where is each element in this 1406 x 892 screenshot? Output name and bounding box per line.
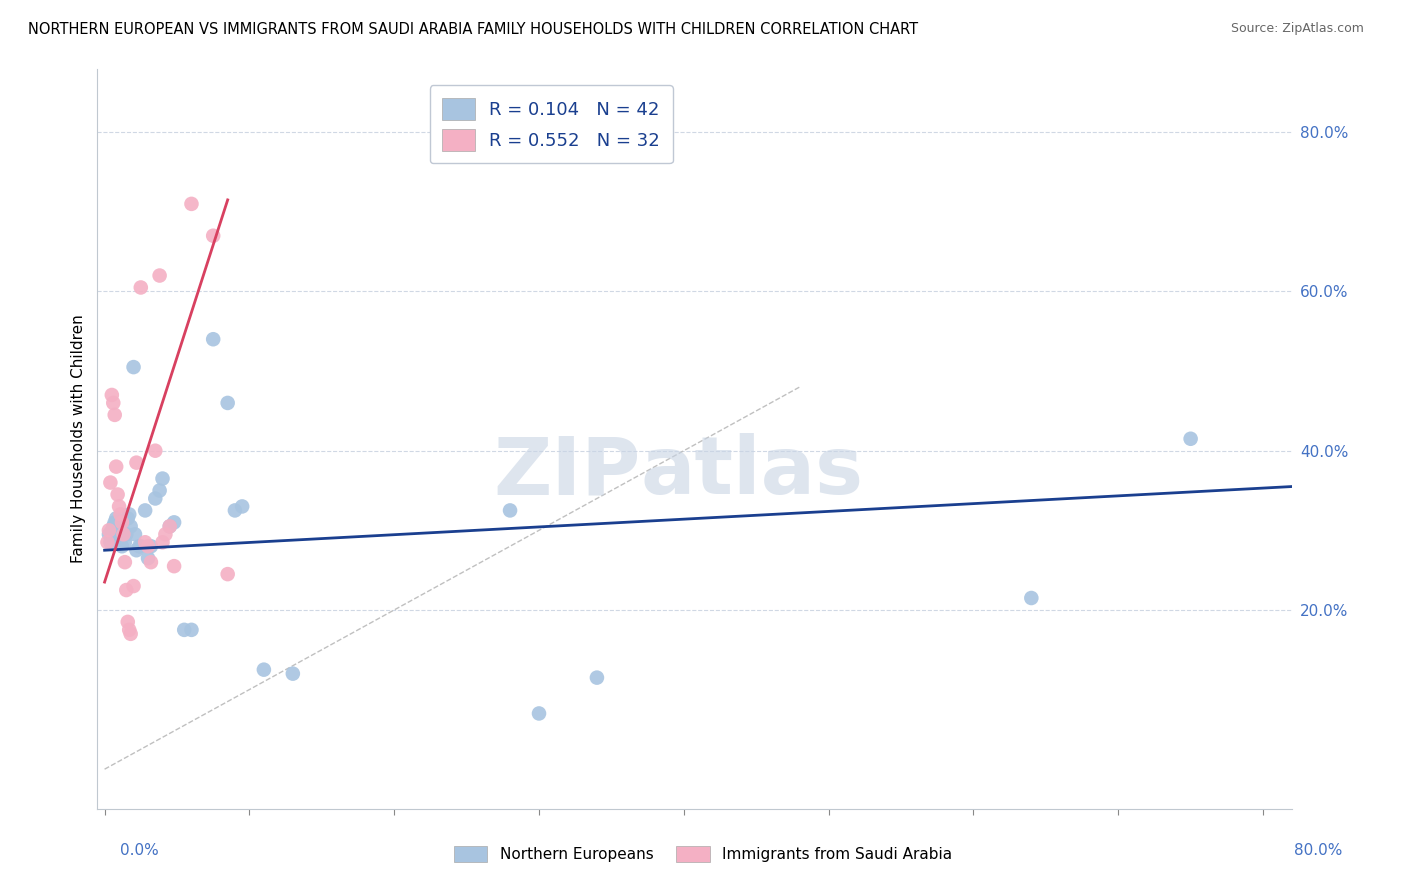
Point [152, 535, 174, 549]
Point [100, 535, 122, 549]
Point [159, 519, 181, 533]
Y-axis label: Family Households with Children: Family Households with Children [72, 314, 86, 563]
Point [118, 508, 141, 522]
Point [202, 332, 225, 346]
Point [149, 268, 172, 283]
Point [114, 535, 136, 549]
Point [97, 527, 120, 541]
Point [124, 527, 146, 541]
Point [586, 671, 609, 685]
Point [152, 472, 174, 486]
Point [107, 487, 129, 501]
Point [149, 483, 172, 498]
Text: ZIP: ZIP [494, 434, 641, 511]
Point [120, 519, 142, 533]
Point [108, 500, 131, 514]
Text: NORTHERN EUROPEAN VS IMMIGRANTS FROM SAUDI ARABIA FAMILY HOUSEHOLDS WITH CHILDRE: NORTHERN EUROPEAN VS IMMIGRANTS FROM SAU… [28, 22, 918, 37]
Legend: Northern Europeans, Immigrants from Saudi Arabia: Northern Europeans, Immigrants from Saud… [447, 840, 959, 868]
Point [103, 519, 125, 533]
Point [112, 527, 135, 541]
Point [97, 524, 120, 538]
Point [117, 511, 139, 525]
Point [163, 516, 186, 530]
Point [111, 539, 134, 553]
Point [143, 443, 166, 458]
Point [217, 396, 239, 410]
Point [253, 663, 276, 677]
Point [104, 516, 127, 530]
Point [122, 360, 145, 375]
Point [143, 491, 166, 506]
Point [231, 500, 253, 514]
Point [128, 539, 150, 553]
Point [136, 551, 159, 566]
Point [105, 511, 128, 525]
Point [173, 623, 195, 637]
Point [104, 408, 127, 422]
Point [180, 197, 202, 211]
Point [107, 527, 129, 541]
Legend: R = 0.104   N = 42, R = 0.552   N = 32: R = 0.104 N = 42, R = 0.552 N = 32 [430, 85, 673, 163]
Point [1021, 591, 1043, 605]
Point [118, 623, 141, 637]
Point [105, 459, 128, 474]
Point [125, 456, 148, 470]
Point [180, 623, 202, 637]
Point [1180, 432, 1202, 446]
Point [101, 524, 124, 538]
Point [103, 396, 125, 410]
Point [155, 527, 177, 541]
Point [122, 579, 145, 593]
Point [202, 228, 225, 243]
Point [101, 388, 124, 402]
Point [281, 666, 304, 681]
Text: Source: ZipAtlas.com: Source: ZipAtlas.com [1230, 22, 1364, 36]
Point [115, 527, 138, 541]
Point [163, 559, 186, 574]
Point [117, 615, 139, 629]
Point [110, 508, 132, 522]
Point [136, 539, 159, 553]
Point [139, 555, 162, 569]
Point [111, 516, 134, 530]
Point [108, 531, 131, 545]
Point [110, 519, 132, 533]
Text: atlas: atlas [641, 434, 865, 511]
Point [224, 503, 246, 517]
Point [114, 555, 136, 569]
Point [159, 519, 181, 533]
Point [129, 280, 152, 294]
Point [115, 582, 138, 597]
Point [96, 535, 118, 549]
Point [527, 706, 550, 721]
Point [499, 503, 522, 517]
Point [139, 539, 162, 553]
Point [134, 535, 156, 549]
Point [134, 503, 156, 517]
Point [100, 475, 122, 490]
Point [112, 527, 135, 541]
Point [129, 539, 152, 553]
Point [125, 543, 148, 558]
Point [120, 627, 142, 641]
Point [217, 567, 239, 582]
Text: 0.0%: 0.0% [120, 843, 159, 858]
Text: 80.0%: 80.0% [1295, 843, 1343, 858]
